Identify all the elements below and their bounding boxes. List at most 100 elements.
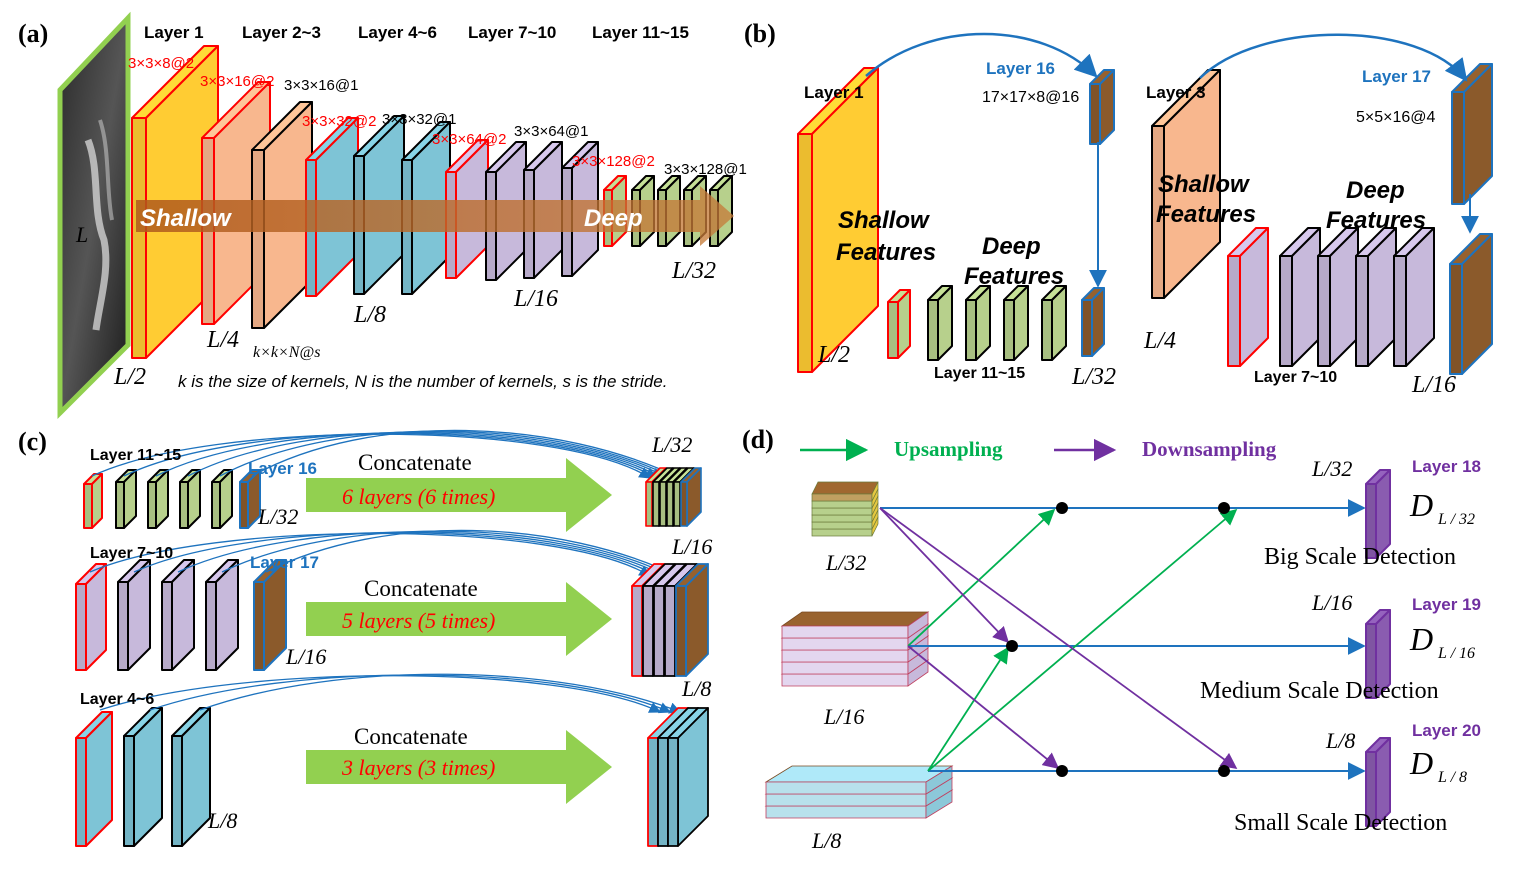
b-layer16-label: Layer 16 [986, 59, 1055, 78]
c-row2-out-scale: L/16 [671, 534, 712, 559]
c-row1-layer16-block [239, 469, 261, 529]
a-header-4: Layer 7~10 [468, 23, 556, 42]
c-row1-stack-6 [680, 467, 702, 527]
panel-b: (b) Layer 1 Layer 16 17×17×8@16 Shallow … [744, 19, 1493, 398]
c-row1-special: Layer 16 [248, 459, 317, 478]
d-output-title-1: Big Scale Detection [1264, 544, 1456, 570]
b-shallow-4: Features [1156, 201, 1256, 228]
d-output-layer-1: Layer 18 [1412, 457, 1481, 476]
c-row3-scale: L/8 [207, 808, 237, 833]
c-row2-range: Layer 7~10 [90, 545, 173, 562]
a-kernel-3: 3×3×16@1 [284, 77, 358, 94]
d-up-l8-to-l32 [927, 508, 1238, 772]
c-row1-arc-5 [219, 430, 676, 479]
input-scan-image [57, 11, 131, 420]
b-shallow-3: Shallow [1158, 171, 1250, 198]
b-range-11-15: Layer 11~15 [934, 365, 1025, 382]
a-kernel-1: 3×3×8@2 [128, 55, 194, 72]
input-size-label: L [75, 222, 88, 247]
c-row2-concat-arrow [306, 582, 612, 656]
c-row3-arc-1 [99, 675, 662, 713]
legend-downsampling: Downsampling [1142, 437, 1277, 461]
d-input-scale-l32: L/32 [825, 550, 866, 575]
d-down-l32-to-l16 [879, 507, 1010, 644]
panel-b-label: (b) [744, 19, 776, 48]
d-output-layer-3: Layer 20 [1412, 721, 1481, 740]
shallow-label: Shallow [140, 205, 232, 232]
a-header-1: Layer 1 [144, 23, 204, 42]
c-row3-out-scale: L/8 [681, 676, 711, 701]
b-layer17-out-block [1449, 233, 1493, 375]
scale-l4: L/4 [206, 327, 239, 353]
d-output-title-2: Medium Scale Detection [1200, 678, 1439, 704]
c-row1-scale: L/32 [257, 504, 298, 529]
c-row1-concat-label: Concatenate [358, 450, 472, 475]
b-scale-l16: L/16 [1411, 372, 1456, 398]
a-kernel-6: 3×3×64@2 [432, 131, 506, 148]
b-layer3-label: Layer 3 [1146, 83, 1206, 102]
d-input-l32-stack [811, 481, 879, 537]
panel-c: (c) Layer 11~15 Layer 16 L/32 Concatenate 6 … [18, 427, 712, 847]
b-layer16-out-block [1081, 287, 1105, 357]
b-layer3-block [1151, 69, 1221, 299]
d-down-l16-to-l8 [907, 645, 1060, 770]
panel-d: (d) Upsampling Downsampling L/32 L/16 L/8 L… [742, 425, 1481, 853]
b-deep-block-1 [927, 285, 953, 361]
b-layer1-block [797, 67, 879, 373]
a-kernel-8: 3×3×128@2 [572, 153, 655, 170]
d-junction-5 [1218, 765, 1230, 777]
c-row2-block-1 [117, 559, 151, 671]
scale-l8: L/8 [353, 302, 386, 328]
c-row2-stack-5 [675, 563, 709, 677]
c-row2-layer17-block [253, 559, 287, 671]
d-output-dsub-1: L / 32 [1437, 511, 1475, 528]
c-row1-concat-arrow [306, 458, 612, 532]
b-shallow-2: Features [836, 239, 936, 266]
b-deep-block-3 [1003, 285, 1029, 361]
d-output-block-1 [1365, 469, 1391, 559]
c-row2-scale: L/16 [285, 644, 326, 669]
c-row2-arc-2 [133, 532, 659, 577]
b-deep-block-2-3 [1355, 227, 1397, 367]
b-deep-block-2-4 [1393, 227, 1435, 367]
c-row3-stack-3 [667, 707, 709, 847]
d-input-scale-l16: L/16 [823, 704, 864, 729]
a-kernel-7: 3×3×64@1 [514, 123, 588, 140]
b-deep-block-2 [965, 285, 991, 361]
c-row3-desc: 3 layers (3 times) [341, 755, 495, 780]
c-row1-range: Layer 11~15 [90, 447, 181, 464]
b-layer16-kernel: 17×17×8@16 [982, 89, 1079, 106]
b-shallow-red-block [887, 289, 911, 359]
c-row1-arc-1 [91, 433, 651, 479]
a-header-2: Layer 2~3 [242, 23, 321, 42]
b-layer1-label: Layer 1 [804, 83, 864, 102]
d-output-d-3: D [1409, 745, 1433, 781]
b-scale-l4: L/4 [1143, 328, 1176, 354]
d-output-scale-2: L/16 [1311, 590, 1352, 615]
skip-arc-layer3-to-17 [1199, 33, 1468, 82]
c-row3-range: Layer 4~6 [80, 691, 154, 708]
c-row3-arc-3 [199, 673, 682, 714]
panel-a: (a) L Layer 1 Layer 2~3 Layer 4~6 Layer 7~1… [18, 11, 747, 420]
d-input-scale-l8: L/8 [811, 828, 841, 853]
c-row3-arc-2 [149, 674, 672, 714]
c-row3-concat-arrow [306, 730, 612, 804]
c-row1-block-4 [211, 469, 233, 529]
legend-upsampling: Upsampling [894, 437, 1003, 461]
b-deep-1: Deep [982, 233, 1041, 260]
c-row3-block-1 [123, 707, 163, 847]
d-junction-2 [1218, 502, 1230, 514]
d-output-d-2: D [1409, 621, 1433, 657]
b-scale-l32: L/32 [1071, 364, 1116, 390]
c-row2-red-block [75, 563, 107, 671]
panel-d-label: (d) [742, 425, 774, 454]
a-kernel-2: 3×3×16@2 [200, 73, 274, 90]
d-junction-1 [1056, 502, 1068, 514]
a-kernel-9: 3×3×128@1 [664, 161, 747, 178]
b-deep-block-2-1 [1279, 227, 1321, 367]
c-row1-arc-3 [155, 432, 664, 479]
c-row3-concat-label: Concatenate [354, 724, 468, 749]
panel-a-label: (a) [18, 19, 48, 48]
kernel-legend-symbol: k×k×N@s [253, 344, 320, 361]
d-output-scale-1: L/32 [1311, 456, 1352, 481]
